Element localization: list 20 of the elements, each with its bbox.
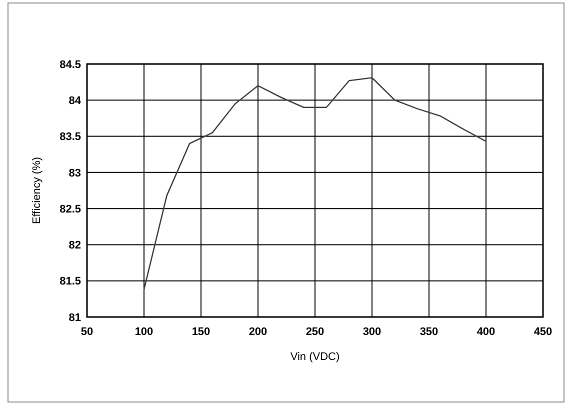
y-tick-label: 84 <box>68 94 82 107</box>
x-tick-label: 100 <box>134 326 154 338</box>
y-tick-label: 81.5 <box>60 276 81 288</box>
x-tick-label: 200 <box>248 326 268 338</box>
y-tick-label: 82.5 <box>60 203 81 216</box>
y-tick-label: 84.5 <box>60 58 81 71</box>
x-tick-label: 350 <box>420 326 438 338</box>
x-tick-label: 450 <box>534 326 552 338</box>
y-tick-label: 83 <box>68 167 81 180</box>
y-tick-label: 81 <box>68 312 81 324</box>
y-tick-label: 82 <box>68 240 81 252</box>
x-tick-label: 250 <box>306 326 324 338</box>
y-tick-label: 83.5 <box>60 131 81 144</box>
y-axis-title: Efficiency (%) <box>31 156 43 224</box>
x-tick-label: 150 <box>192 326 210 338</box>
x-axis-title: Vin (VDC) <box>290 351 340 363</box>
x-tick-label: 300 <box>362 326 382 338</box>
line-series <box>143 77 487 290</box>
x-tick-label: 50 <box>80 326 94 338</box>
x-tick-label: 400 <box>476 326 496 338</box>
